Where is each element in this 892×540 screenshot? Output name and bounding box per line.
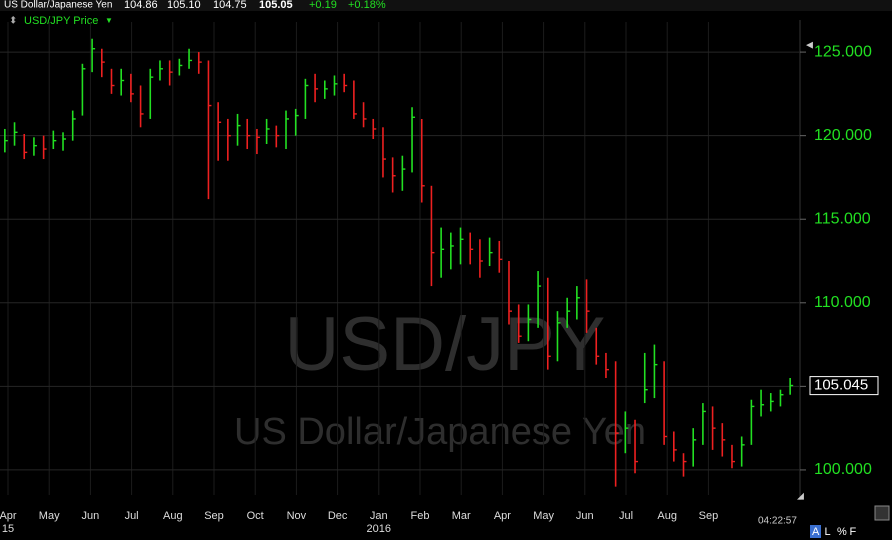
x-year-label: 15 [2, 523, 14, 535]
x-tick-label: Aug [657, 510, 677, 522]
scroll-arrow[interactable]: ◀ [806, 39, 813, 49]
header-change: +0.19 [309, 0, 337, 11]
header-change-pct: +0.18% [348, 0, 386, 11]
x-year-label: 2016 [367, 523, 391, 535]
header-low: 104.75 [213, 0, 247, 11]
toolbar-button[interactable]: A [812, 526, 820, 538]
x-tick-label: Feb [411, 510, 430, 522]
legend-dropdown[interactable]: ▼ [105, 16, 113, 25]
y-tick-label: 100.000 [814, 461, 872, 478]
y-tick-label: 125.000 [814, 43, 872, 60]
toolbar-button-bg [810, 525, 821, 538]
last-price-box [809, 376, 879, 396]
toolbar-button[interactable]: % [837, 526, 847, 538]
scroll-arrow[interactable]: ◢ [797, 490, 804, 500]
toolbar-button[interactable]: L [825, 526, 831, 538]
header-open: 104.86 [124, 0, 158, 11]
y-tick-label: 110.000 [814, 294, 871, 311]
x-tick-label: Jun [82, 510, 100, 522]
toolbar-button[interactable]: F [850, 526, 857, 538]
x-tick-label: May [39, 510, 60, 522]
header-bar [0, 0, 892, 11]
x-tick-label: Oct [247, 510, 264, 522]
x-tick-label: Sep [699, 510, 719, 522]
plot: Apr May Jun Jul Aug Sep Oct Nov Dec Jan Feb Mar Apr M… [0, 22, 879, 538]
x-tick-label: Jul [125, 510, 139, 522]
clock: 04:22:57 [758, 516, 797, 527]
header-last: 105.05 [259, 0, 293, 11]
watermark-name: US Dollar/Japanese Yen [234, 411, 646, 453]
header-high: 105.10 [167, 0, 201, 11]
edit-button[interactable] [874, 505, 890, 521]
x-tick-label: Jun [576, 510, 594, 522]
header-title: US Dollar/Japanese Yen [4, 0, 112, 11]
x-tick-label: Apr [0, 510, 17, 522]
legend-entry[interactable]: USD/JPY Price [24, 15, 98, 27]
x-tick-label: Aug [163, 510, 183, 522]
x-tick-label: Jan [370, 510, 388, 522]
x-tick-label: Sep [204, 510, 224, 522]
last-price-label: 105.045 [814, 377, 868, 394]
x-tick-label: Nov [287, 510, 307, 522]
legend-icon[interactable]: ⬍ [9, 16, 17, 27]
x-tick-label: Apr [494, 510, 511, 522]
x-tick-label: May [533, 510, 554, 522]
x-tick-label: Dec [328, 510, 348, 522]
x-tick-label: Jul [619, 510, 633, 522]
y-tick-label: 120.000 [814, 127, 872, 144]
x-tick-label: Mar [452, 510, 471, 522]
y-tick-label: 115.000 [814, 210, 871, 227]
